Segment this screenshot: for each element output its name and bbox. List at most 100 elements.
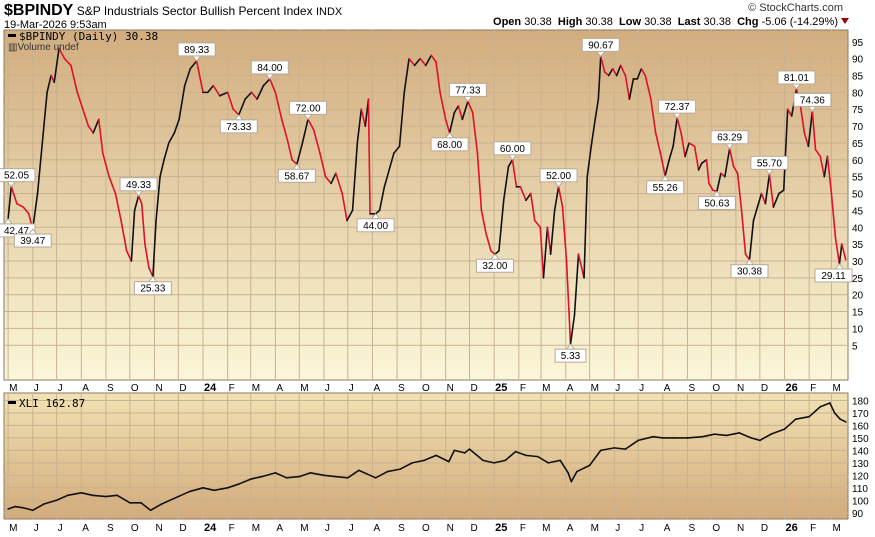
y-tick-label: 50 xyxy=(852,190,864,201)
bpindy-line-segment xyxy=(461,100,469,121)
bpindy-line-segment xyxy=(778,189,785,195)
bpindy-line-segment xyxy=(615,64,622,77)
bpindy-line-segment xyxy=(206,84,215,94)
data-label: 44.00 xyxy=(356,212,395,233)
data-label: 32.00 xyxy=(475,253,514,273)
x-tick-label: N xyxy=(155,523,162,534)
y-tick-label: 60 xyxy=(852,156,864,167)
bpindy-line-segment xyxy=(41,91,48,144)
bpindy-line-segment xyxy=(644,74,652,100)
xli-line-segment xyxy=(374,470,389,479)
x-tick-label: O xyxy=(131,383,139,394)
high-value: 30.38 xyxy=(585,16,613,28)
quote-bar: Open 30.38 High 30.38 Low 30.38 Last 30.… xyxy=(493,16,849,28)
bpindy-line-segment xyxy=(814,148,822,158)
y-tick-label: 20 xyxy=(852,291,864,302)
bpindy-line-segment xyxy=(471,111,479,154)
xli-line-segment xyxy=(468,448,484,462)
bpindy-line-segment xyxy=(218,91,229,97)
last-value: 30.38 xyxy=(703,16,731,28)
down-arrow-icon xyxy=(841,18,849,24)
label-box xyxy=(133,281,172,296)
y-tick-label: 40 xyxy=(852,223,864,234)
data-label: 60.00 xyxy=(493,141,532,161)
x-tick-label: J xyxy=(639,523,644,534)
bpindy-line-segment xyxy=(664,159,670,177)
xli-line-segment xyxy=(514,450,527,457)
label-text: 39.47 xyxy=(20,236,45,247)
label-box xyxy=(750,155,789,170)
label-text: 89.33 xyxy=(184,45,209,56)
x-tick-label: A xyxy=(82,383,89,394)
xli-line-segment xyxy=(31,503,45,512)
bpindy-legend-text: $BPINDY (Daily) 30.38 xyxy=(19,30,159,43)
data-label: 63.29 xyxy=(710,130,749,150)
bpindy-line-segment xyxy=(697,162,703,171)
xli-line-segment xyxy=(701,433,716,438)
data-label: 52.00 xyxy=(539,168,578,188)
bpindy-line-segment xyxy=(594,98,600,121)
data-label: 68.00 xyxy=(430,132,469,152)
label-box xyxy=(177,42,216,57)
bpindy-panel: 5 10 15 20 25 30 35 40 45 50 55 60 65 70 75 80 85 90 95 M J J… xyxy=(0,29,864,394)
bpindy-line-segment xyxy=(82,108,90,127)
x-tick-label: J xyxy=(349,383,354,394)
bpindy-line-segment xyxy=(650,98,657,134)
bpindy-line-segment xyxy=(92,118,100,134)
x-tick-label: F xyxy=(229,383,235,394)
xli-line-segment xyxy=(386,468,402,473)
x-tick-label: A xyxy=(373,523,380,534)
bpindy-line-segment xyxy=(226,91,235,111)
x-tick-label: M xyxy=(542,523,550,534)
data-label: 55.70 xyxy=(750,155,789,176)
xli-line-segment xyxy=(794,415,810,420)
x-tick-label: M xyxy=(252,383,260,394)
xli-line-segment xyxy=(637,435,655,442)
y-tick-label: 90 xyxy=(852,55,864,66)
bpindy-line-segment xyxy=(590,118,596,148)
label-box xyxy=(646,180,685,195)
symbol-name: S&P Industrials Sector Bullish Percent I… xyxy=(76,4,313,18)
xli-line-segment xyxy=(547,459,561,464)
bpindy-line-segment xyxy=(76,91,84,111)
chart-title: $BPINDY S&P Industrials Sector Bullish P… xyxy=(4,2,342,20)
bpindy-line-segment xyxy=(586,145,593,178)
bpindy-line-segment xyxy=(542,226,549,279)
bpindy-line-segment xyxy=(756,192,763,208)
x-tick-label: D xyxy=(761,523,768,534)
last-label: Last xyxy=(677,16,701,28)
xli-line-segment xyxy=(140,501,152,512)
xli-line-segment xyxy=(453,449,466,454)
x-tick-label: 24 xyxy=(204,522,217,534)
label-text: 63.29 xyxy=(717,133,742,144)
data-label: 30.38 xyxy=(730,258,769,279)
bpindy-line-segment xyxy=(7,185,13,220)
xli-line-segment xyxy=(334,475,349,479)
xli-line-segment xyxy=(713,433,728,437)
low-value: 30.38 xyxy=(644,16,672,28)
x-tick-label: 26 xyxy=(786,382,798,394)
bpindy-line-segment xyxy=(408,57,416,67)
bpindy-line-segment xyxy=(10,185,18,205)
x-tick-label: M xyxy=(252,523,260,534)
xli-line-segment xyxy=(559,459,569,474)
bpindy-line-segment xyxy=(444,118,451,134)
bpindy-line-segment xyxy=(546,226,552,256)
chg-value: -5.06 (-14.29%) xyxy=(761,16,838,28)
open-label: Open xyxy=(493,16,522,28)
label-text: 52.00 xyxy=(546,171,571,182)
x-tick-label: M xyxy=(9,383,17,394)
x-tick-label: N xyxy=(737,383,744,394)
bpindy-line-segment xyxy=(490,250,496,256)
timestamp: 19-Mar-2026 9:53am xyxy=(4,19,107,31)
data-label: 52.05 xyxy=(0,168,36,188)
x-tick-label: A xyxy=(276,383,283,394)
x-tick-label: F xyxy=(810,523,816,534)
bpindy-line-segment xyxy=(133,194,140,212)
bpindy-line-segment xyxy=(688,142,696,148)
bpindy-line-segment xyxy=(114,192,122,222)
bpindy-line-segment xyxy=(335,172,344,195)
legend-line-icon xyxy=(8,34,16,37)
bpindy-line-segment xyxy=(237,98,246,116)
